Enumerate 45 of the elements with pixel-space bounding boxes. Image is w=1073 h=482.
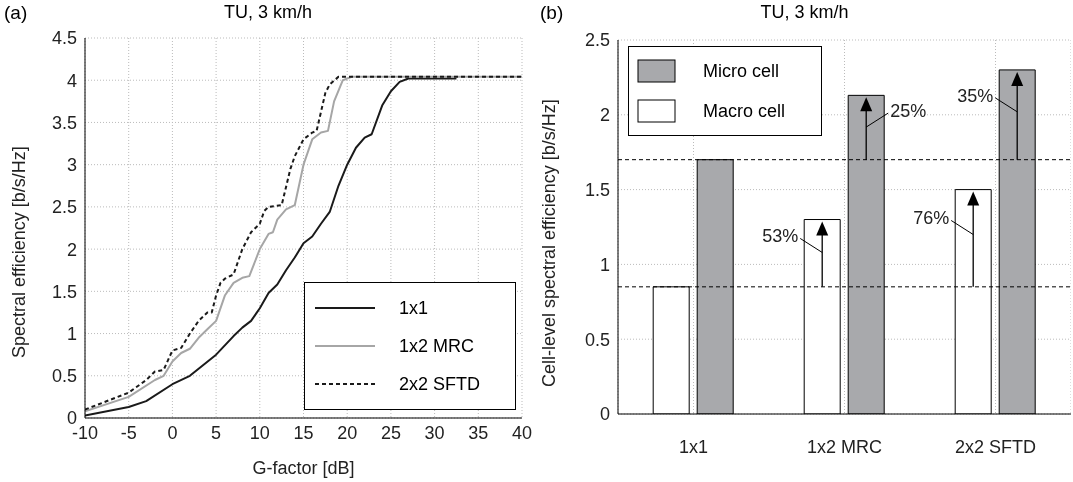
annotation: 25%	[890, 101, 927, 122]
legend-label: 1x2 MRC	[399, 335, 475, 357]
annotation: 76%	[913, 208, 950, 229]
x-tick-label: 40	[511, 422, 533, 443]
annotation: 35%	[957, 85, 994, 106]
y-tick-label: 4.5	[51, 28, 77, 49]
text: (b)	[540, 2, 564, 24]
y-tick-label: 3	[66, 155, 77, 176]
y-tick-label: 3.5	[51, 112, 77, 133]
legend-label: 2x2 SFTD	[399, 373, 481, 395]
y-tick-label: 2.5	[584, 30, 610, 51]
x-tick-label: 10	[249, 422, 270, 443]
y-tick-label: 1.5	[584, 179, 610, 200]
x-tick-label: -5	[120, 422, 137, 443]
y-tick-label: 2	[66, 239, 77, 260]
legend-label: Macro cell	[703, 100, 786, 122]
x-tick-label: 5	[211, 422, 222, 443]
y-axis-title: Cell-level spectral efficiency [b/s/Hz]	[539, 99, 560, 387]
x-tick-label: 30	[424, 422, 445, 443]
chart-title: TU, 3 km/h	[223, 2, 312, 22]
x-tick-label: 25	[380, 422, 401, 443]
y-tick-label: 2	[599, 105, 610, 126]
x-tick-label: 35	[468, 422, 489, 443]
y-tick-label: 0	[66, 408, 77, 429]
y-tick-label: 0.5	[51, 366, 77, 387]
x-tick-label: 1x1	[678, 436, 709, 457]
chart-title: TU, 3 km/h	[760, 2, 849, 22]
x-axis-title: G-factor [dB]	[252, 458, 355, 478]
y-tick-label: 1	[599, 254, 610, 275]
legend-label: Micro cell	[703, 60, 780, 82]
annotation: 53%	[762, 226, 799, 247]
text: (a)	[4, 2, 28, 24]
y-tick-label: 0	[599, 404, 610, 425]
x-tick-label: 20	[337, 422, 358, 443]
y-tick-label: 0.5	[584, 329, 610, 350]
legend-label: 1x1	[399, 297, 429, 319]
x-tick-label: 1x2 MRC	[806, 436, 883, 457]
y-axis-title: Spectral efficiency [b/s/Hz]	[9, 146, 30, 358]
y-tick-label: 1.5	[51, 281, 77, 302]
x-tick-label: 0	[167, 422, 178, 443]
x-tick-label: 2x2 SFTD	[954, 436, 1037, 457]
y-tick-label: 2.5	[51, 197, 77, 218]
y-tick-label: 1	[66, 323, 77, 344]
x-tick-label: 15	[293, 422, 314, 443]
y-tick-label: 4	[66, 70, 77, 91]
